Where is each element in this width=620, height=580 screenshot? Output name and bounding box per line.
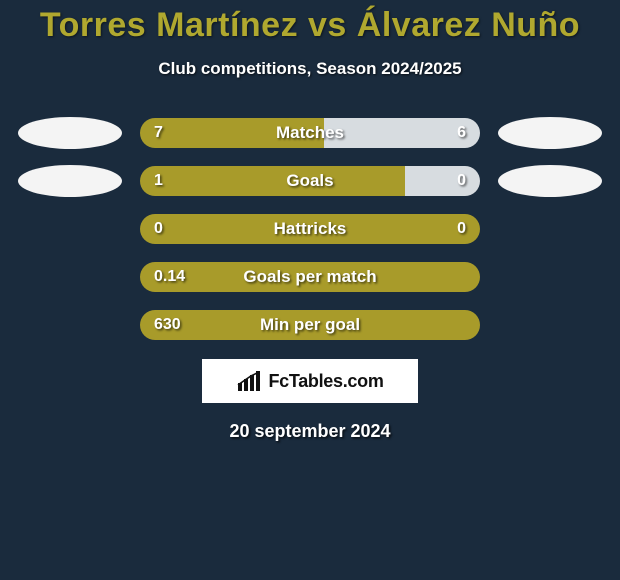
stat-rows: Matches 7 6 Goals 1 0 Hattricks 0 0 Goals per mat… bbox=[0, 117, 620, 341]
avatar-spacer bbox=[18, 213, 122, 245]
avatar-spacer bbox=[498, 309, 602, 341]
player-avatar-right bbox=[498, 165, 602, 197]
stat-bar: Hattricks 0 0 bbox=[140, 214, 480, 244]
stat-value-left: 7 bbox=[154, 124, 163, 142]
stat-value-left: 0.14 bbox=[154, 268, 185, 286]
stat-bar: Min per goal 630 bbox=[140, 310, 480, 340]
stat-bar: Matches 7 6 bbox=[140, 118, 480, 148]
stat-label: Goals per match bbox=[243, 267, 376, 287]
stat-bar: Goals per match 0.14 bbox=[140, 262, 480, 292]
page-title: Torres Martínez vs Álvarez Nuño bbox=[0, 6, 620, 45]
subtitle: Club competitions, Season 2024/2025 bbox=[0, 59, 620, 79]
player-avatar-right bbox=[498, 117, 602, 149]
player-avatar-left bbox=[18, 165, 122, 197]
stat-value-left: 1 bbox=[154, 172, 163, 190]
stat-bar: Goals 1 0 bbox=[140, 166, 480, 196]
stat-label: Matches bbox=[276, 123, 344, 143]
chart-icon bbox=[236, 369, 264, 393]
stat-label: Goals bbox=[286, 171, 333, 191]
logo-text: FcTables.com bbox=[268, 371, 383, 392]
stat-value-right: 0 bbox=[457, 172, 466, 190]
stat-label: Min per goal bbox=[260, 315, 360, 335]
stat-row: Goals 1 0 bbox=[0, 165, 620, 197]
stat-row: Hattricks 0 0 bbox=[0, 213, 620, 245]
stat-value-left: 630 bbox=[154, 316, 181, 334]
player-avatar-left bbox=[18, 117, 122, 149]
logo-badge[interactable]: FcTables.com bbox=[202, 359, 418, 403]
stat-row: Goals per match 0.14 bbox=[0, 261, 620, 293]
stat-row: Matches 7 6 bbox=[0, 117, 620, 149]
avatar-spacer bbox=[498, 213, 602, 245]
stat-value-right: 0 bbox=[457, 220, 466, 238]
stat-value-left: 0 bbox=[154, 220, 163, 238]
avatar-spacer bbox=[18, 261, 122, 293]
stat-row: Min per goal 630 bbox=[0, 309, 620, 341]
avatar-spacer bbox=[18, 309, 122, 341]
comparison-card: Torres Martínez vs Álvarez Nuño Club com… bbox=[0, 0, 620, 442]
bar-segment-right bbox=[405, 166, 480, 196]
avatar-spacer bbox=[498, 261, 602, 293]
date-label: 20 september 2024 bbox=[0, 421, 620, 442]
bar-segment-left bbox=[140, 166, 405, 196]
stat-value-right: 6 bbox=[457, 124, 466, 142]
stat-label: Hattricks bbox=[274, 219, 347, 239]
